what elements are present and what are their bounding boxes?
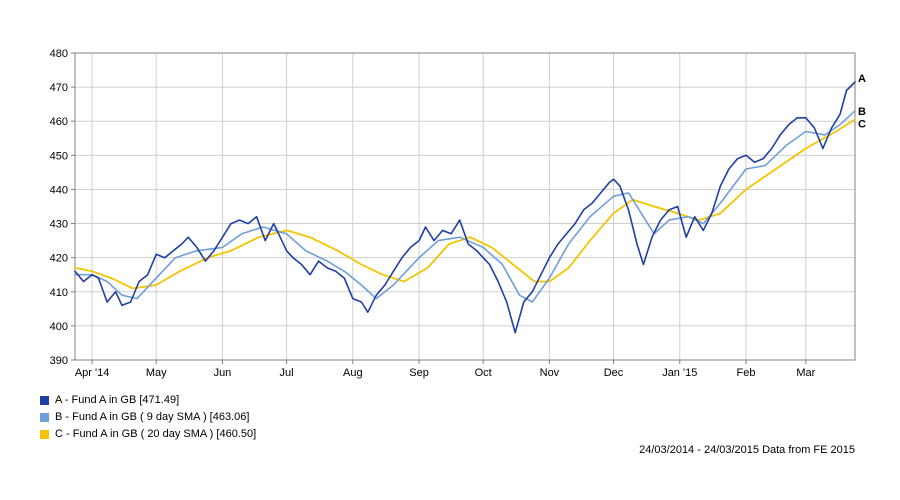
x-tick-label: Oct [475, 367, 492, 379]
y-axis-ticks: 390 400 410 420 430 440 450 460 470 480 [50, 48, 75, 367]
x-tick-label: Mar [796, 367, 815, 379]
legend-item-a: A - Fund A in GB [471.49] [40, 392, 256, 409]
y-tick-label: 400 [50, 321, 68, 333]
y-tick-label: 460 [50, 116, 68, 128]
y-tick-label: 480 [50, 48, 68, 60]
y-tick-label: 450 [50, 150, 68, 162]
x-tick-label: Sep [409, 367, 429, 379]
legend-swatch-c [40, 430, 49, 439]
legend-label-a: A - Fund A in GB [471.49] [55, 394, 180, 406]
y-tick-label: 390 [50, 355, 68, 367]
series-end-labels: A BC [858, 73, 866, 130]
data-source-note: 24/03/2014 - 24/03/2015 Data from FE 201… [639, 444, 855, 456]
x-tick-label: May [146, 367, 167, 379]
series-line-a [74, 81, 856, 334]
legend-label-c: C - Fund A in GB ( 20 day SMA ) [460.50] [55, 428, 257, 440]
x-tick-label: Aug [343, 367, 363, 379]
legend-swatch-a [40, 396, 49, 405]
x-tick-label: Jul [280, 367, 294, 379]
series-line-c [74, 118, 856, 290]
plot-frame [74, 52, 856, 361]
series-line-b [74, 110, 856, 303]
x-tick-label: Dec [604, 367, 624, 379]
legend-item-b: B - Fund A in GB ( 9 day SMA ) [463.06] [40, 409, 256, 426]
x-tick-label: Apr '14 [75, 367, 110, 379]
legend-swatch-b [40, 413, 49, 422]
x-axis-ticks: Apr '14 May Jun Jul Aug Sep Oct Nov Dec Jan '15 Fe… [75, 360, 816, 379]
end-label-b: B [858, 106, 866, 118]
x-tick-label: Jan '15 [662, 367, 697, 379]
legend: A - Fund A in GB [471.49] B - Fund A in … [40, 392, 256, 443]
x-tick-label: Jun [214, 367, 232, 379]
x-tick-label: Nov [540, 367, 560, 379]
y-tick-label: 470 [50, 82, 68, 94]
y-tick-label: 440 [50, 184, 68, 196]
x-tick-label: Feb [737, 367, 756, 379]
end-label-c: C [858, 119, 866, 131]
end-label-a: A [858, 73, 866, 85]
grid-lines [75, 52, 855, 361]
y-tick-label: 430 [50, 219, 68, 231]
y-tick-label: 410 [50, 287, 68, 299]
legend-label-b: B - Fund A in GB ( 9 day SMA ) [463.06] [55, 411, 250, 423]
series-lines [74, 81, 856, 334]
y-tick-label: 420 [50, 253, 68, 265]
legend-item-c: C - Fund A in GB ( 20 day SMA ) [460.50] [40, 426, 256, 443]
